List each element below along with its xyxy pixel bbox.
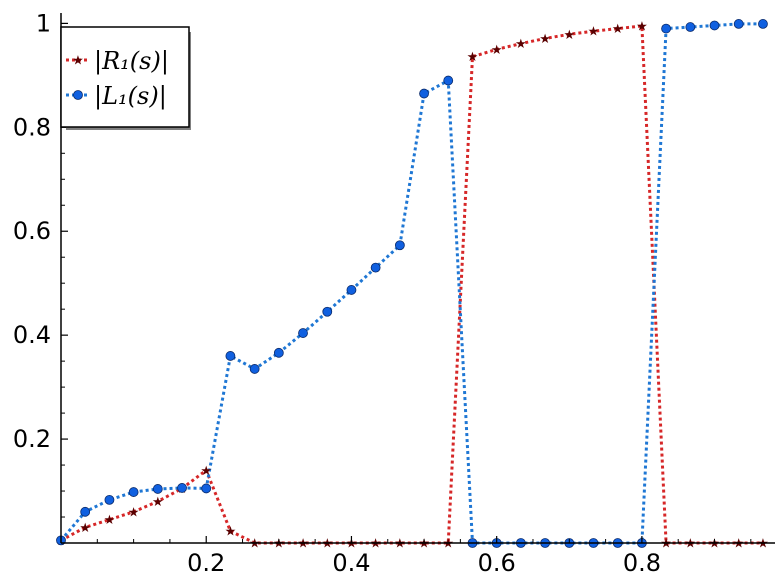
data-point-star: ★ [612,22,624,37]
data-point-circle [733,19,744,29]
data-point-star: ★ [491,43,503,58]
data-point-star: ★ [249,537,261,552]
x-tick-label: 0.6 [478,549,516,577]
data-point-star: ★ [79,521,91,536]
data-point-star: ★ [225,525,237,540]
data-point-star: ★ [757,537,769,552]
legend-label-l1: |L₁(s)| [94,82,167,111]
legend-box [60,26,190,128]
legend-entry-r1: ★ |R₁(s)| [66,47,169,76]
legend-star-marker-r1: ★ [72,54,84,69]
y-tick-label: 0.4 [13,321,51,349]
y-tick-label: 1 [36,9,51,37]
data-point-circle [758,19,768,29]
x-tick-label: 0.2 [187,549,225,577]
data-point-circle [298,328,308,338]
x-tick-label: 0.4 [332,549,370,577]
x-tick-label: 0.8 [623,549,661,577]
y-tick-label: 0.2 [13,425,51,453]
data-point-star: ★ [273,537,285,552]
data-point-circle [152,484,163,494]
data-point-star: ★ [442,537,454,552]
data-point-star: ★ [297,537,309,552]
data-point-star: ★ [733,537,745,552]
data-point-star: ★ [200,464,212,479]
data-point-star: ★ [636,19,648,34]
ticks-layer: 0.2 0.4 0.6 0.8 0.2 0.4 0.6 0.8 1 [13,9,752,577]
y-tick-label: 0.6 [13,217,51,245]
legend: ★ |R₁(s)| |L₁(s)| [60,26,191,130]
data-point-circle [709,20,720,31]
data-point-circle [177,483,187,493]
data-point-star: ★ [515,37,527,52]
data-point-circle [419,88,429,99]
data-point-star: ★ [346,537,358,552]
legend-circle-marker-l1 [73,90,83,100]
data-point-circle [249,364,260,374]
data-point-circle [104,494,115,505]
data-point-star: ★ [128,505,140,520]
data-point-star: ★ [563,28,575,43]
data-point-circle [225,351,236,361]
data-point-circle [443,75,454,86]
data-point-circle [128,487,139,497]
data-point-star: ★ [394,537,406,552]
legend-entry-l1: |L₁(s)| [66,82,167,111]
data-point-star: ★ [709,537,721,552]
data-point-star: ★ [660,537,672,552]
data-point-star: ★ [321,537,333,552]
data-point-star: ★ [152,495,164,510]
data-point-star: ★ [685,537,697,552]
data-point-circle [394,240,405,251]
data-point-circle [346,285,357,295]
data-point-star: ★ [370,537,382,552]
data-point-star: ★ [539,32,551,47]
data-point-circle [685,22,696,32]
legend-label-r1: |R₁(s)| [94,47,169,76]
data-point-star: ★ [418,537,430,552]
y-tick-label: 0.8 [13,113,51,141]
data-point-circle [201,483,212,494]
data-point-circle [370,262,381,273]
data-point-star: ★ [104,513,116,528]
data-point-star: ★ [467,50,479,65]
data-point-circle [661,23,671,34]
data-point-circle [273,347,284,358]
data-point-circle [322,306,333,317]
data-point-star: ★ [588,25,600,40]
data-point-circle [80,506,91,517]
